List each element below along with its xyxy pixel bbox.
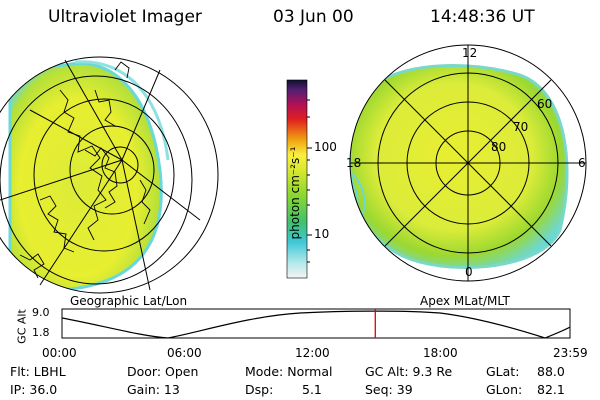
mlt-label-0: 0 (465, 265, 473, 279)
info-ip: IP: 36.0 (10, 382, 58, 397)
orbit-ytick-top: 9.0 (32, 306, 50, 319)
mlat-label-70: 70 (513, 120, 529, 134)
info-door: Door: Open (127, 364, 199, 379)
info-mode: Mode: Normal (245, 364, 333, 379)
mlt-label-6: 6 (578, 156, 586, 170)
orbit-xtick-2: 12:00 (295, 346, 330, 360)
info-dsp-value: 5.1 (302, 382, 322, 397)
info-gcalt: GC Alt: 9.3 Re (365, 364, 453, 379)
orbit-xtick-0: 00:00 (42, 346, 77, 360)
left-panel-caption: Geographic Lat/Lon (70, 294, 188, 308)
info-glat-label: GLat: (486, 364, 520, 379)
colorbar-tick-100: 100 (314, 140, 337, 154)
orbit-altitude-curve (61, 310, 571, 339)
info-glat-value: 88.0 (537, 364, 565, 379)
header-time: 14:48:36 UT (430, 7, 535, 27)
header-date: 03 Jun 00 (273, 7, 354, 27)
info-glon-label: GLon: (486, 382, 523, 397)
info-dsp-label: Dsp: (245, 382, 274, 397)
orbit-xtick-4: 23:59 (553, 346, 588, 360)
info-glon-value: 82.1 (537, 382, 565, 397)
info-seq: Seq: 39 (365, 382, 413, 397)
orbit-xtick-1: 06:00 (167, 346, 202, 360)
right-panel-caption: Apex MLat/MLT (420, 294, 510, 308)
app-title: Ultraviolet Imager (48, 7, 202, 27)
mlt-label-18: 18 (346, 156, 362, 170)
mlat-label-80: 80 (491, 140, 507, 154)
info-gain: Gain: 13 (127, 382, 180, 397)
info-flt: Flt: LBHL (10, 364, 66, 379)
orbit-ytick-bottom: 1.8 (32, 326, 50, 339)
colorbar-tick-10: 10 (314, 227, 330, 241)
mlt-label-12: 12 (462, 46, 478, 60)
mlat-label-60: 60 (537, 97, 553, 111)
globe-limb (0, 56, 219, 294)
orbit-xtick-3: 18:00 (423, 346, 458, 360)
